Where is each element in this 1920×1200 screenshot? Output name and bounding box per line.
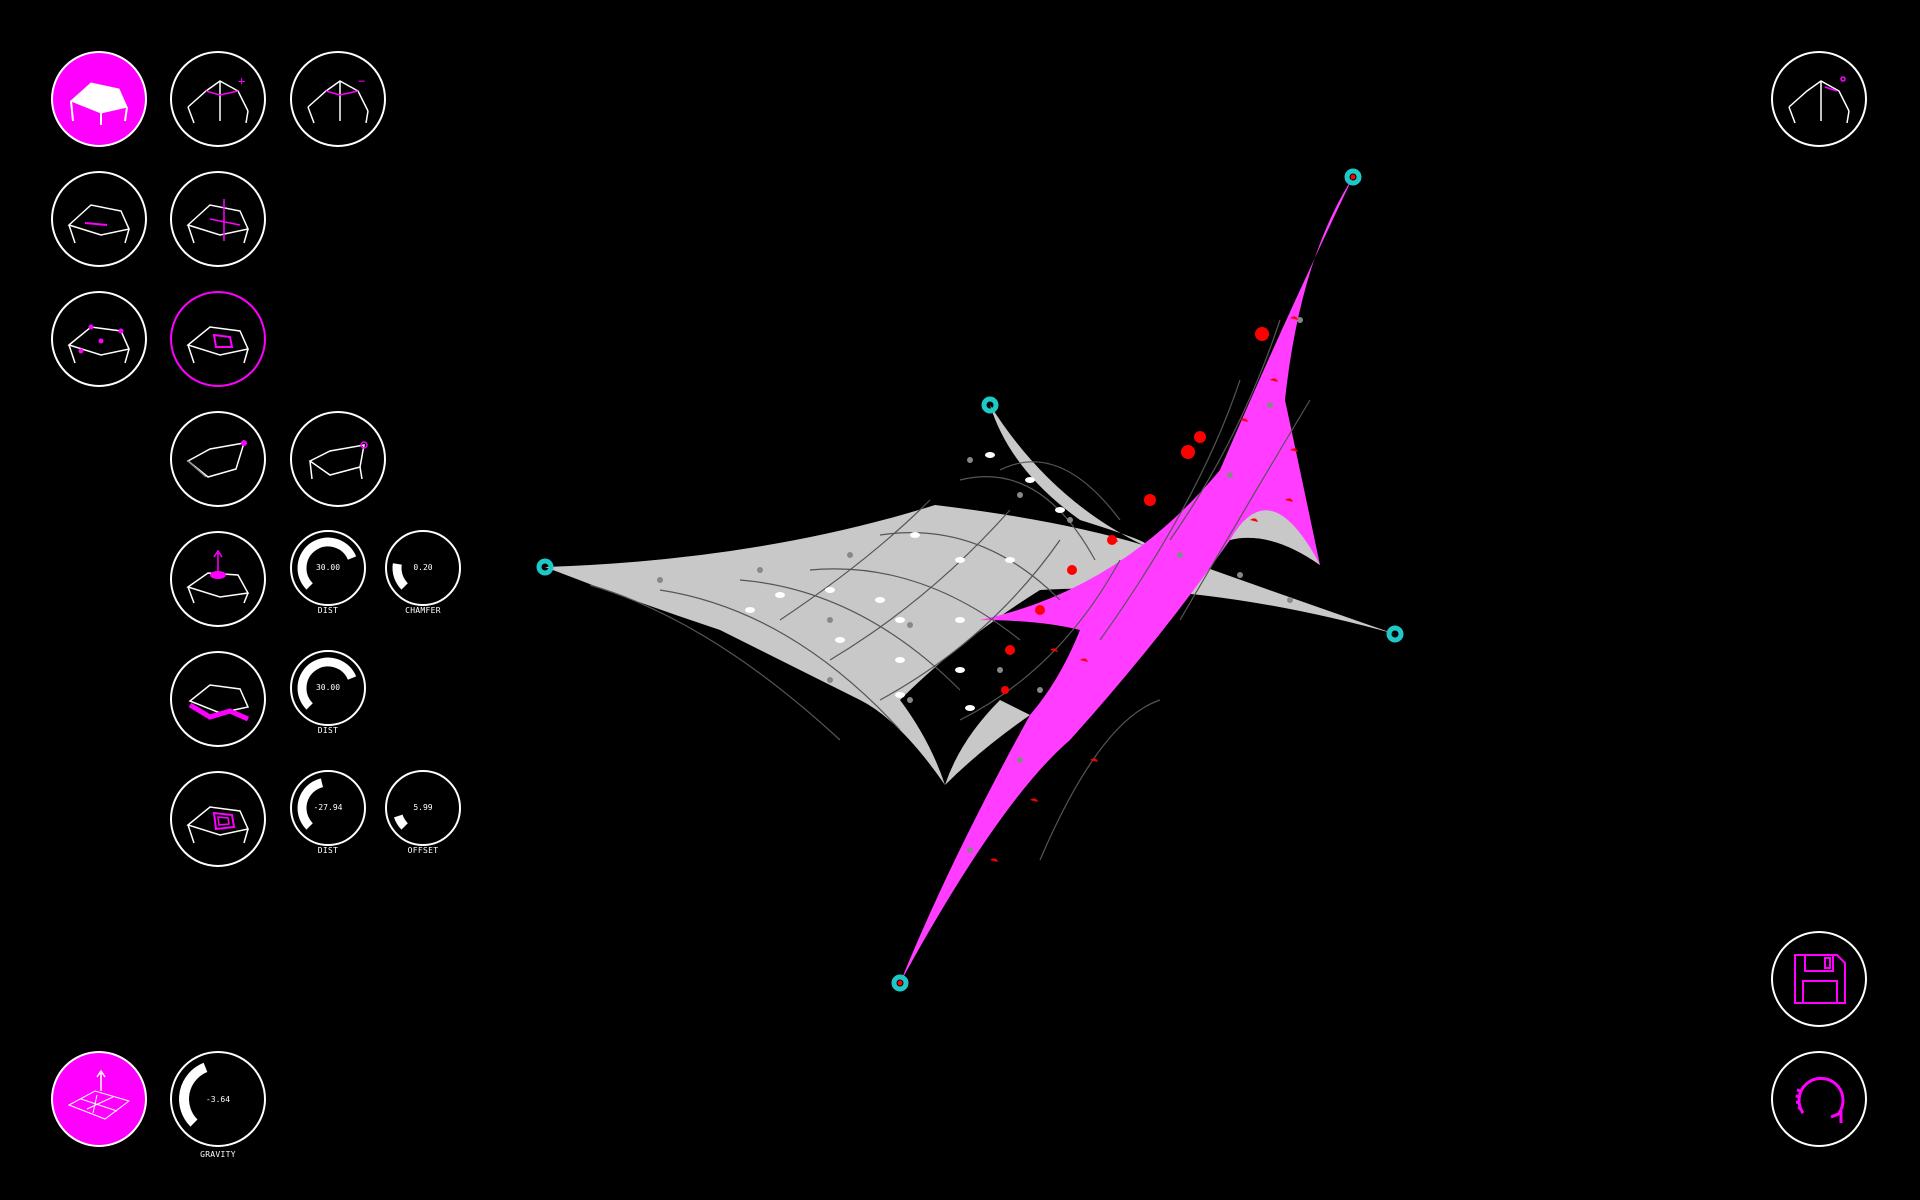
extrude-dist-value: 30.00 [315, 563, 341, 572]
svg-text:−: − [358, 74, 365, 88]
perspective-view-button[interactable] [1771, 51, 1867, 147]
gravity-mode-button[interactable] [51, 1051, 147, 1147]
move-node-icon [186, 199, 250, 244]
anchor-corner-icon [186, 440, 247, 478]
edge-select-button[interactable] [51, 171, 147, 267]
extrude-chamfer-label: CHAMFER [405, 606, 441, 615]
extrude-dist-dial[interactable]: 30.00 [290, 530, 366, 606]
surface-mode-icon [70, 82, 128, 125]
inset-dist-dial[interactable]: -27.94 [290, 770, 366, 846]
extrude-node-button[interactable] [170, 531, 266, 627]
inset-offset-value: 5.99 [413, 803, 433, 812]
edge-dist-label: DIST [317, 726, 339, 735]
extrude-dist-label: DIST [317, 606, 339, 615]
extrude-node-icon [186, 549, 250, 604]
anchor-edge-icon [308, 441, 368, 480]
extrude-chamfer-value: 0.20 [413, 563, 433, 572]
save-button[interactable] [1771, 931, 1867, 1027]
gravity-value: -3.64 [205, 1094, 231, 1104]
move-node-button[interactable] [170, 171, 266, 267]
perspective-view-icon [1788, 76, 1850, 124]
anchor-edge-button[interactable] [290, 411, 386, 507]
gravity-dial[interactable]: -3.64 [170, 1051, 266, 1147]
inset-offset-label: OFFSET [407, 846, 439, 855]
extrude-chamfer-dial[interactable]: 0.20 [385, 530, 461, 606]
inset-offset-dial[interactable]: 5.99 [385, 770, 461, 846]
svg-text:+: + [238, 74, 245, 88]
edge-select-icon [67, 204, 131, 244]
remove-panel-button[interactable]: − [290, 51, 386, 147]
inset-dist-label: DIST [317, 846, 339, 855]
save-icon [1794, 954, 1846, 1004]
node-select-icon [67, 324, 131, 364]
edge-dist-dial[interactable]: 30.00 [290, 650, 366, 726]
edge-extrude-button[interactable] [170, 651, 266, 747]
inset-dist-value: -27.94 [313, 803, 343, 812]
inset-panel-icon [186, 806, 250, 844]
add-panel-icon: + [187, 74, 249, 124]
gravity-label: GRAVITY [200, 1150, 236, 1159]
node-select-button[interactable] [51, 291, 147, 387]
surface-mode-button[interactable] [51, 51, 147, 147]
tensile-surface [536, 168, 1404, 992]
anchor-corner-button[interactable] [170, 411, 266, 507]
edge-extrude-icon [188, 684, 250, 722]
edge-dist-value: 30.00 [315, 683, 341, 692]
reset-icon [1795, 1076, 1845, 1123]
reset-button[interactable] [1771, 1051, 1867, 1147]
panel-select-icon [186, 326, 250, 364]
panel-select-button[interactable] [170, 291, 266, 387]
inset-panel-button[interactable] [170, 771, 266, 867]
remove-panel-icon: − [307, 74, 369, 124]
gravity-icon [67, 1069, 131, 1120]
add-panel-button[interactable]: + [170, 51, 266, 147]
